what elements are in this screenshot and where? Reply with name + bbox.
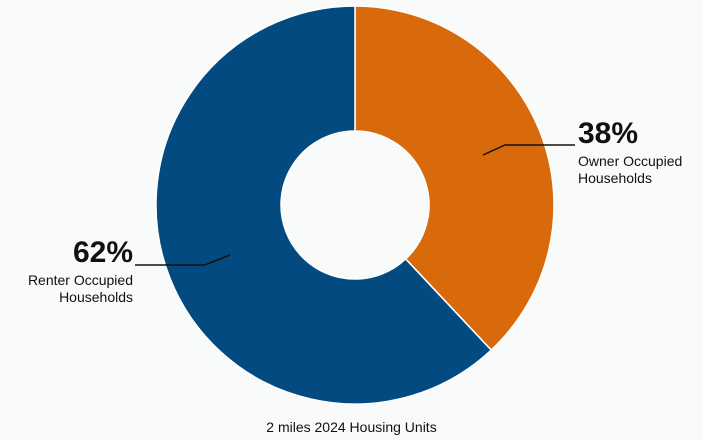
category-label: Renter Occupied Households xyxy=(27,272,133,305)
donut-slice xyxy=(155,5,493,405)
category-label: Owner Occupied Households xyxy=(578,153,683,186)
leader-line xyxy=(135,254,231,266)
value-label: 62% xyxy=(72,236,133,269)
value-label: 38% xyxy=(578,117,639,150)
leader-line xyxy=(482,144,575,156)
chart-title: 2 miles 2024 Housing Units xyxy=(266,419,437,435)
donut-slice xyxy=(354,5,555,352)
